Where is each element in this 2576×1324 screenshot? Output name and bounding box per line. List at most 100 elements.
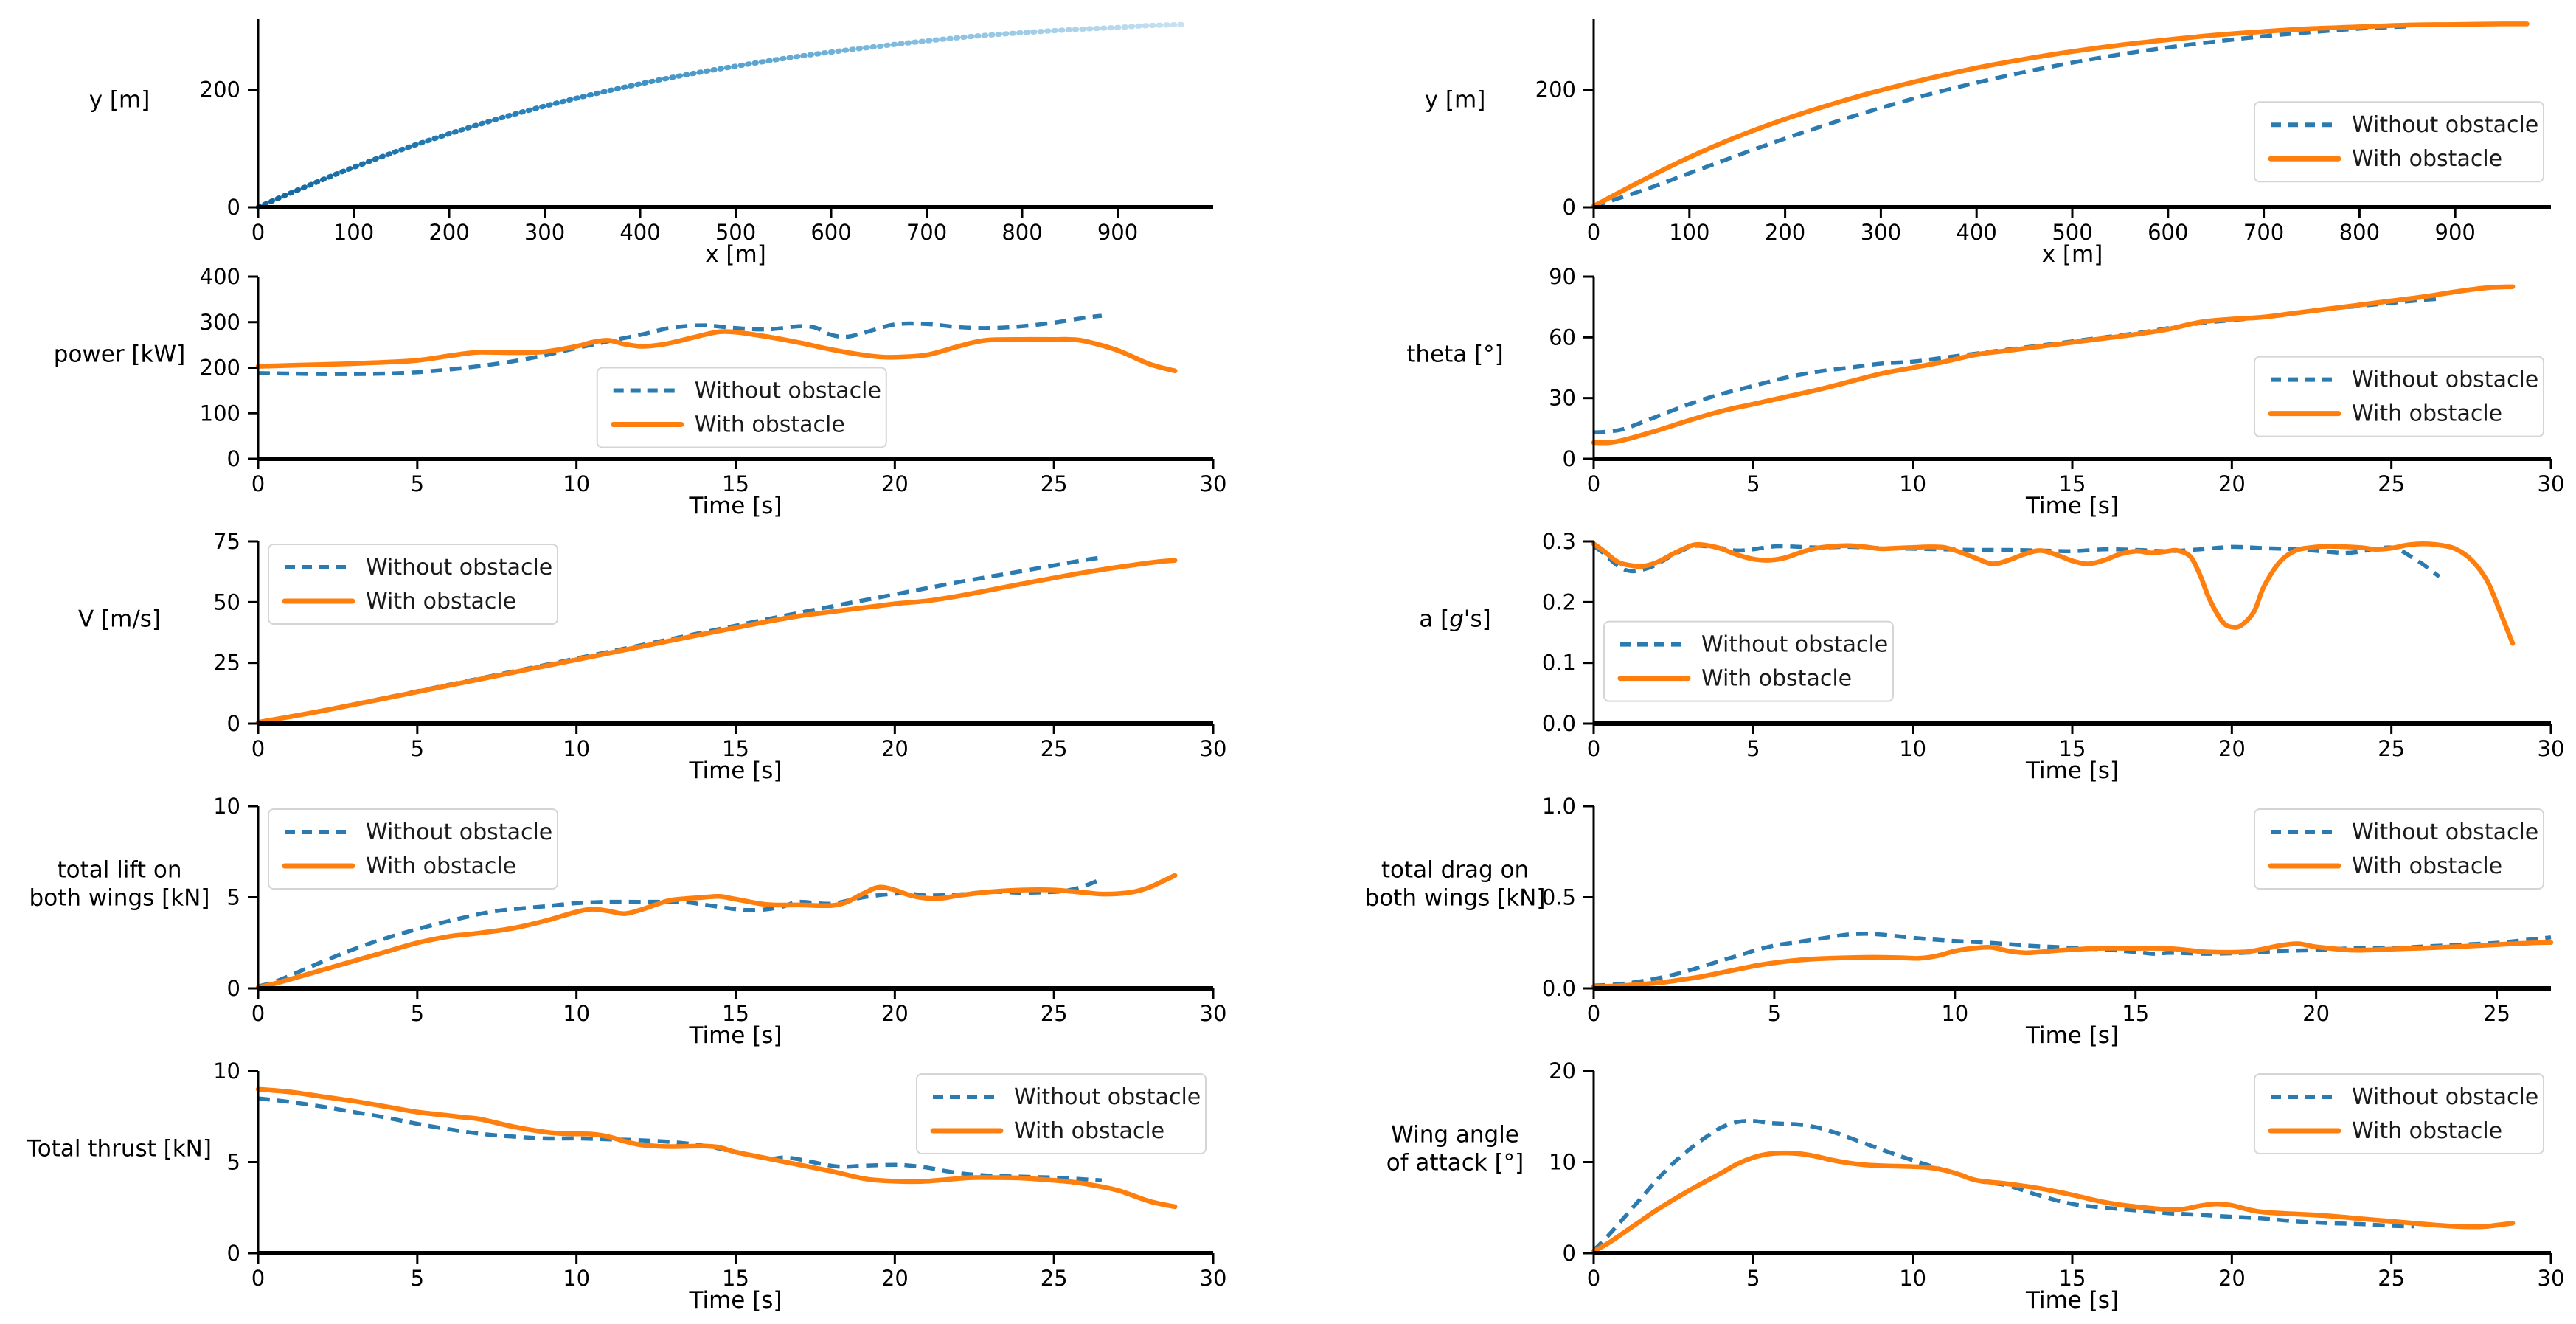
y-tick-label: 0.5 bbox=[1542, 885, 1576, 910]
x-tick-label: 10 bbox=[563, 471, 590, 496]
legend-label: With obstacle bbox=[1014, 1118, 1164, 1144]
x-tick-label: 300 bbox=[1861, 220, 1901, 245]
legend-label: With obstacle bbox=[366, 853, 516, 879]
chart-trajectory-compare: 0 100 200 300 400 500 600 700 800 900 0 200 x [m] y [… bbox=[1288, 0, 2576, 268]
x-tick-label: 0 bbox=[251, 471, 265, 496]
x-tick-label: 500 bbox=[2052, 220, 2092, 245]
x-tick-label: 100 bbox=[1669, 220, 1709, 245]
legend-label: With obstacle bbox=[2352, 401, 2502, 427]
legend: Without obstacle With obstacle bbox=[596, 367, 887, 448]
x-tick-label: 800 bbox=[2339, 220, 2380, 245]
x-tick-label: 10 bbox=[1899, 736, 1926, 761]
series-without-obstacle-line bbox=[257, 877, 1103, 989]
legend-box bbox=[2254, 101, 2544, 183]
chart-power: 0 5 10 15 20 25 30 0 100 200 300 400 Time [s] power [… bbox=[0, 264, 1288, 530]
theta-plot: 0 5 10 15 20 25 30 0 30 60 90 Time [s] theta [°] With… bbox=[1406, 264, 2565, 519]
legend-box bbox=[2254, 1073, 2544, 1154]
y-axis-label: Total thrust [kN] bbox=[27, 1136, 212, 1162]
legend-label: With obstacle bbox=[2352, 146, 2502, 172]
x-tick-label: 20 bbox=[881, 736, 909, 761]
x-tick-label: 400 bbox=[619, 220, 660, 245]
x-tick-label: 20 bbox=[881, 1266, 909, 1291]
x-tick-label: 5 bbox=[1746, 1266, 1760, 1291]
legend-box bbox=[2254, 356, 2544, 437]
y-tick-label: 0 bbox=[1563, 446, 1576, 471]
x-tick-label: 5 bbox=[411, 471, 424, 496]
series-with-obstacle-line bbox=[1591, 940, 2554, 989]
y-tick-label: 0 bbox=[1563, 195, 1576, 220]
chart-acceleration: 0 5 10 15 20 25 30 0.0 0.1 0.2 0.3 Time [s] a [g's] W… bbox=[1288, 529, 2576, 794]
x-tick-label: 20 bbox=[2218, 1266, 2246, 1291]
x-tick-label: 30 bbox=[1200, 471, 1227, 496]
series-with-obstacle-line bbox=[255, 1086, 1178, 1210]
x-tick-label: 30 bbox=[2538, 736, 2565, 761]
legend-label: With obstacle bbox=[2352, 853, 2502, 879]
x-axis-label: Time [s] bbox=[688, 1287, 782, 1314]
x-tick-label: 30 bbox=[1200, 736, 1227, 761]
x-tick-label: 5 bbox=[411, 736, 424, 761]
y-tick-label: 0.1 bbox=[1542, 651, 1576, 676]
y-tick-label: 0.2 bbox=[1542, 589, 1576, 614]
y-axis-label: y [m] bbox=[89, 87, 150, 114]
y-tick-label: 0 bbox=[227, 711, 240, 736]
x-tick-label: 30 bbox=[1200, 1266, 1227, 1291]
y-axis-label: power [kW] bbox=[54, 342, 185, 368]
legend: Without obstacle With obstacle bbox=[2254, 808, 2544, 890]
x-tick-label: 0 bbox=[251, 220, 265, 245]
legend: Without obstacle With obstacle bbox=[1603, 620, 1894, 702]
legend: Without obstacle With obstacle bbox=[268, 808, 558, 890]
x-tick-label: 5 bbox=[411, 1001, 424, 1026]
x-axis-label: Time [s] bbox=[2025, 1287, 2119, 1314]
x-tick-label: 25 bbox=[1041, 1001, 1068, 1026]
x-tick-label: 200 bbox=[428, 220, 469, 245]
y-tick-label: 0 bbox=[227, 976, 240, 1001]
x-tick-label: 10 bbox=[563, 1001, 590, 1026]
legend-label: With obstacle bbox=[366, 589, 516, 614]
series-without-obstacle-line bbox=[1593, 24, 2412, 209]
x-tick-label: 20 bbox=[2218, 471, 2246, 496]
y-tick-label: 10 bbox=[1549, 1150, 1576, 1175]
x-tick-label: 0 bbox=[1587, 1266, 1600, 1291]
y-tick-label: 0 bbox=[1563, 1241, 1576, 1266]
x-axis-label: Time [s] bbox=[2025, 493, 2119, 519]
x-axis-label: Time [s] bbox=[2025, 1022, 2119, 1049]
x-tick-label: 20 bbox=[2302, 1001, 2330, 1026]
velocity-plot: 0 5 10 15 20 25 30 0 25 50 75 Time [s] V [m/s] Withou… bbox=[78, 529, 1227, 784]
x-tick-label: 0 bbox=[251, 1001, 265, 1026]
legend-label: Without obstacle bbox=[695, 378, 881, 404]
legend-box bbox=[268, 808, 558, 890]
series-with-obstacle-line bbox=[255, 329, 1178, 374]
legend-label: With obstacle bbox=[1701, 666, 1852, 692]
y-tick-label: 100 bbox=[200, 401, 240, 426]
x-tick-label: 25 bbox=[1041, 736, 1068, 761]
x-tick-label: 30 bbox=[2538, 471, 2565, 496]
legend: Without obstacle With obstacle bbox=[2254, 101, 2544, 183]
x-tick-label: 20 bbox=[2218, 736, 2246, 761]
x-tick-label: 100 bbox=[333, 220, 374, 245]
x-tick-label: 25 bbox=[2378, 1266, 2405, 1291]
legend-label: Without obstacle bbox=[2352, 367, 2538, 393]
total-drag-plot: 0 5 10 15 20 25 0.0 0.5 1.0 Time [s] total drag on… bbox=[1365, 794, 2554, 1049]
legend-label: Without obstacle bbox=[2352, 1084, 2538, 1110]
series-with-obstacle-line bbox=[255, 558, 1178, 725]
x-tick-label: 700 bbox=[2243, 220, 2284, 245]
y-tick-label: 10 bbox=[213, 794, 240, 819]
y-tick-label: 90 bbox=[1549, 264, 1576, 289]
x-axis-label: Time [s] bbox=[688, 758, 782, 784]
total-lift-plot: 0 5 10 15 20 25 30 0 5 10 Time [s] total lift on bot… bbox=[29, 794, 1227, 1049]
y-axis-label: a [g's] bbox=[1419, 606, 1490, 633]
chart-theta: 0 5 10 15 20 25 30 0 30 60 90 Time [s] theta [°] With… bbox=[1288, 264, 2576, 530]
y-tick-label: 20 bbox=[1549, 1058, 1576, 1084]
x-tick-label: 300 bbox=[524, 220, 565, 245]
trajectory-single-plot: 0 100 200 300 400 500 600 700 800 900 0 200 x [m] y [… bbox=[89, 19, 1213, 268]
y-axis-label: total drag on both wings [kN] bbox=[1365, 857, 1546, 912]
series-with-obstacle-line bbox=[1591, 1150, 2516, 1254]
legend-box bbox=[596, 367, 887, 448]
y-tick-label: 1.0 bbox=[1542, 794, 1576, 819]
x-tick-label: 10 bbox=[1899, 471, 1926, 496]
legend-label: Without obstacle bbox=[2352, 112, 2538, 138]
y-tick-label: 400 bbox=[200, 264, 240, 289]
y-tick-label: 30 bbox=[1549, 386, 1576, 411]
